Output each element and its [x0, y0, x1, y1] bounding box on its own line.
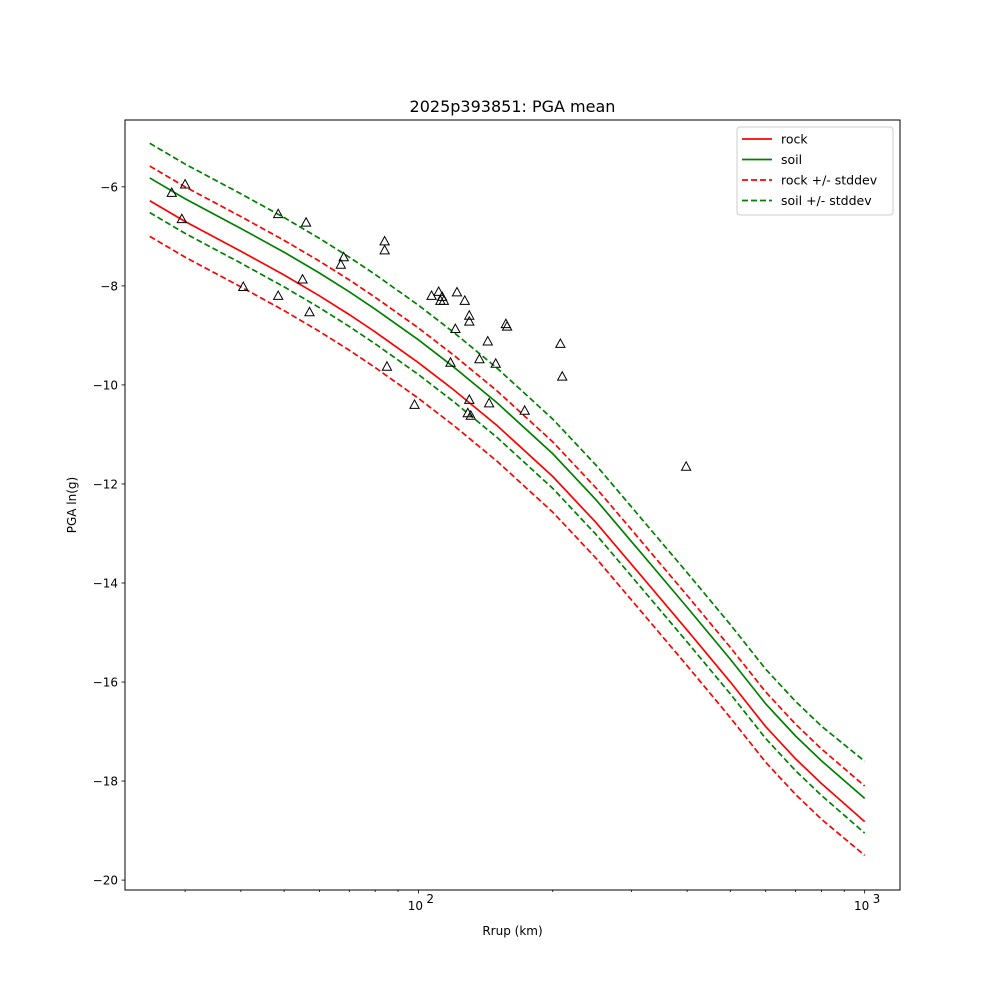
- y-tick-label: −8: [100, 279, 118, 293]
- series-line-4: [149, 142, 866, 762]
- observation-point: [438, 294, 450, 305]
- y-tick-label: −14: [93, 576, 118, 590]
- legend: rock soil rock +/- stddev soil +/- stddev: [736, 126, 894, 216]
- observation-point: [304, 306, 315, 317]
- plot-frame: [124, 119, 901, 891]
- y-tick-label: −20: [93, 874, 118, 888]
- x-tick-label: 10: [854, 899, 869, 913]
- y-tick-label: −12: [93, 477, 118, 491]
- observation-point: [451, 286, 463, 297]
- observation-point: [473, 353, 485, 364]
- legend-label: soil: [781, 152, 802, 167]
- x-tick-label: 10: [408, 899, 423, 913]
- x-tick-exponent: 3: [873, 892, 881, 906]
- observation-point: [463, 309, 475, 320]
- y-axis: −20 −18 −16 −14 −12 −10 −8 −6: [93, 180, 125, 888]
- observation-point: [338, 251, 350, 262]
- legend-label: soil +/- stddev: [781, 193, 872, 208]
- observation-point: [501, 320, 513, 331]
- observation-point: [554, 337, 566, 348]
- observation-point: [297, 273, 309, 284]
- legend-label: rock +/- stddev: [781, 173, 878, 188]
- series-line-0: [149, 199, 866, 823]
- legend-box: [736, 126, 894, 216]
- x-tick-exponent: 2: [426, 892, 434, 906]
- observation-point: [409, 398, 420, 409]
- series-line-3: [149, 235, 866, 856]
- y-tick-label: −10: [93, 378, 118, 392]
- observation-point: [272, 289, 284, 300]
- observation-point: [463, 315, 475, 326]
- observation-point: [483, 397, 495, 408]
- observation-point: [463, 393, 475, 404]
- observation-point: [556, 370, 568, 381]
- observation-point: [680, 460, 692, 471]
- series-line-1: [149, 177, 866, 800]
- x-axis: 10 2 10 3: [184, 890, 881, 913]
- observation-point: [490, 357, 502, 368]
- x-axis-label: Rrup (km): [482, 924, 542, 938]
- observation-point: [237, 281, 249, 291]
- observation-point: [272, 208, 284, 219]
- series-line-5: [149, 211, 866, 834]
- observation-point: [179, 178, 191, 189]
- observation-point: [166, 186, 178, 197]
- legend-label: rock: [781, 132, 808, 147]
- observation-point: [519, 404, 531, 415]
- observation-point: [335, 258, 347, 269]
- y-axis-label: PGA ln(g): [65, 477, 79, 533]
- observations-group: [166, 178, 692, 471]
- observation-point: [176, 213, 188, 224]
- observation-point: [465, 409, 477, 420]
- observation-point: [300, 216, 312, 227]
- curves-group: [149, 142, 866, 856]
- observation-point: [482, 335, 494, 346]
- y-tick-label: −18: [93, 775, 118, 789]
- observation-point: [379, 235, 391, 246]
- y-tick-label: −6: [100, 180, 118, 194]
- chart-title: 2025p393851: PGA mean: [410, 97, 616, 116]
- observation-point: [449, 323, 461, 334]
- y-tick-label: −16: [93, 676, 118, 690]
- observation-point: [433, 285, 445, 296]
- observation-point: [445, 356, 456, 367]
- series-line-2: [149, 165, 866, 787]
- observation-point: [459, 294, 471, 305]
- observation-point: [381, 360, 393, 371]
- observation-point: [379, 244, 391, 255]
